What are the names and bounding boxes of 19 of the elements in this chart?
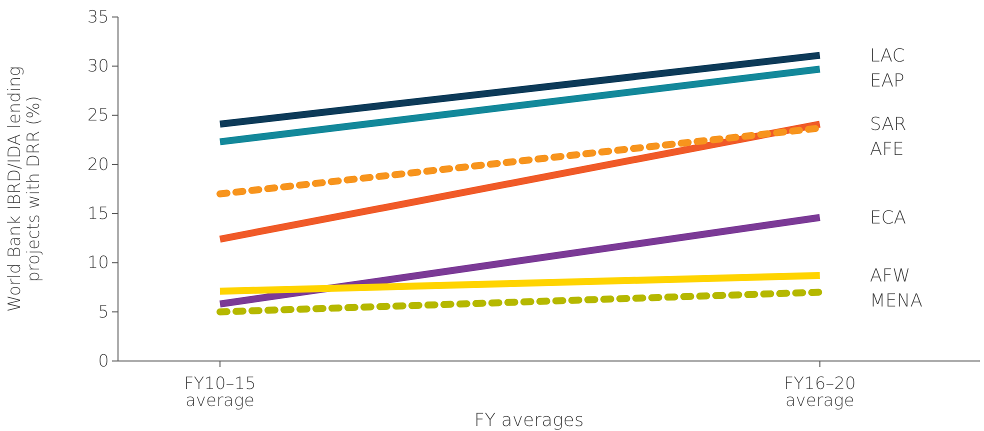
y-tick-label: 5 [98, 302, 109, 322]
y-tick-label: 35 [87, 7, 109, 28]
text: AFW [870, 265, 910, 286]
y-tick-label: 25 [87, 106, 109, 126]
x-axis-title: FY averages [474, 410, 584, 431]
x-tick-label: FY10–15 average [184, 374, 256, 411]
y-tick-label: 15 [87, 204, 109, 224]
text: EAP [870, 70, 904, 92]
text: AFE [870, 139, 904, 160]
text: LAC [870, 45, 905, 66]
y-axis-title: World Bank IBRD/IDA lending projects with DRR (%) [5, 66, 44, 312]
y-tick-label: 30 [87, 56, 109, 77]
text: SAR [870, 114, 906, 136]
text: MENA [870, 290, 923, 312]
x-tick-label: FY16–20 average [784, 374, 856, 411]
text: ECA [870, 208, 906, 229]
y-tick-label: 20 [87, 154, 109, 175]
y-tick-label: 10 [87, 253, 109, 274]
y-tick-label: 0 [98, 351, 109, 372]
